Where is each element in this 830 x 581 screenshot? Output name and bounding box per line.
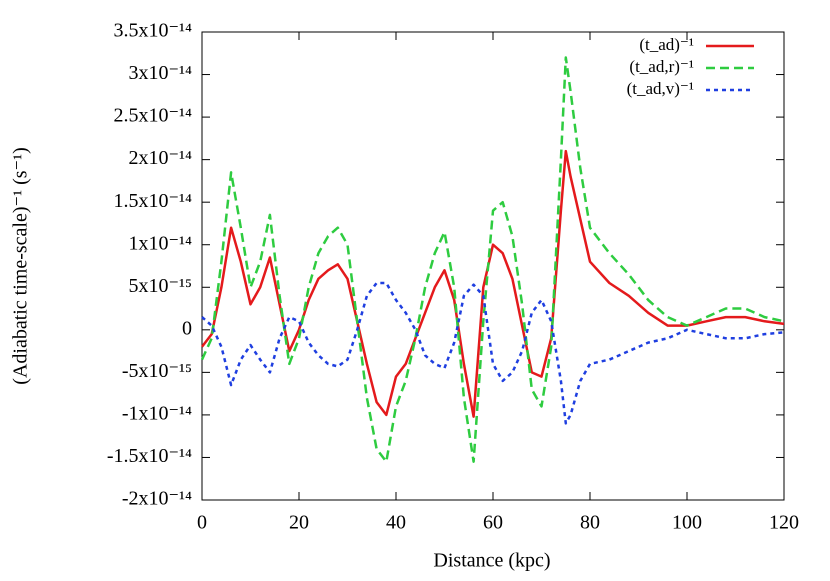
x-tick-label: 80	[580, 512, 600, 534]
y-tick-label: -1.5x10⁻¹⁴	[107, 445, 192, 467]
legend-label: (t_ad)⁻¹	[639, 35, 694, 54]
x-tick-label: 100	[672, 512, 702, 534]
legend-label: (t_ad,r)⁻¹	[629, 57, 694, 76]
y-tick-label: 2x10⁻¹⁴	[128, 147, 192, 169]
data-line	[200, 56, 785, 463]
y-axis-label: (Adiabatic time-scale)⁻¹ (s⁻¹)	[10, 147, 32, 384]
y-tick-label: 1x10⁻¹⁴	[128, 232, 192, 254]
y-tick-label: 2.5x10⁻¹⁴	[113, 105, 192, 127]
data-line	[201, 281, 785, 425]
y-tick-label: -2x10⁻¹⁴	[122, 488, 192, 510]
x-tick-label: 120	[769, 512, 799, 534]
legend-label: (t_ad,v)⁻¹	[627, 79, 694, 98]
x-tick-label: 0	[197, 512, 207, 534]
y-tick-label: -5x10⁻¹⁵	[122, 360, 192, 382]
y-tick-label: 0	[182, 317, 192, 339]
x-tick-label: 60	[483, 512, 503, 534]
x-tick-label: 40	[386, 512, 406, 534]
plot-frame	[201, 31, 785, 501]
y-tick-label: 3x10⁻¹⁴	[128, 62, 192, 84]
y-tick-label: 5x10⁻¹⁵	[128, 275, 192, 297]
y-tick-label: 1.5x10⁻¹⁴	[113, 190, 192, 212]
data-line	[201, 149, 785, 418]
x-tick-label: 20	[289, 512, 309, 534]
x-axis-label: Distance (kpc)	[433, 550, 550, 572]
y-tick-label: 3.5x10⁻¹⁴	[113, 20, 192, 42]
y-tick-label: -1x10⁻¹⁴	[122, 403, 192, 425]
